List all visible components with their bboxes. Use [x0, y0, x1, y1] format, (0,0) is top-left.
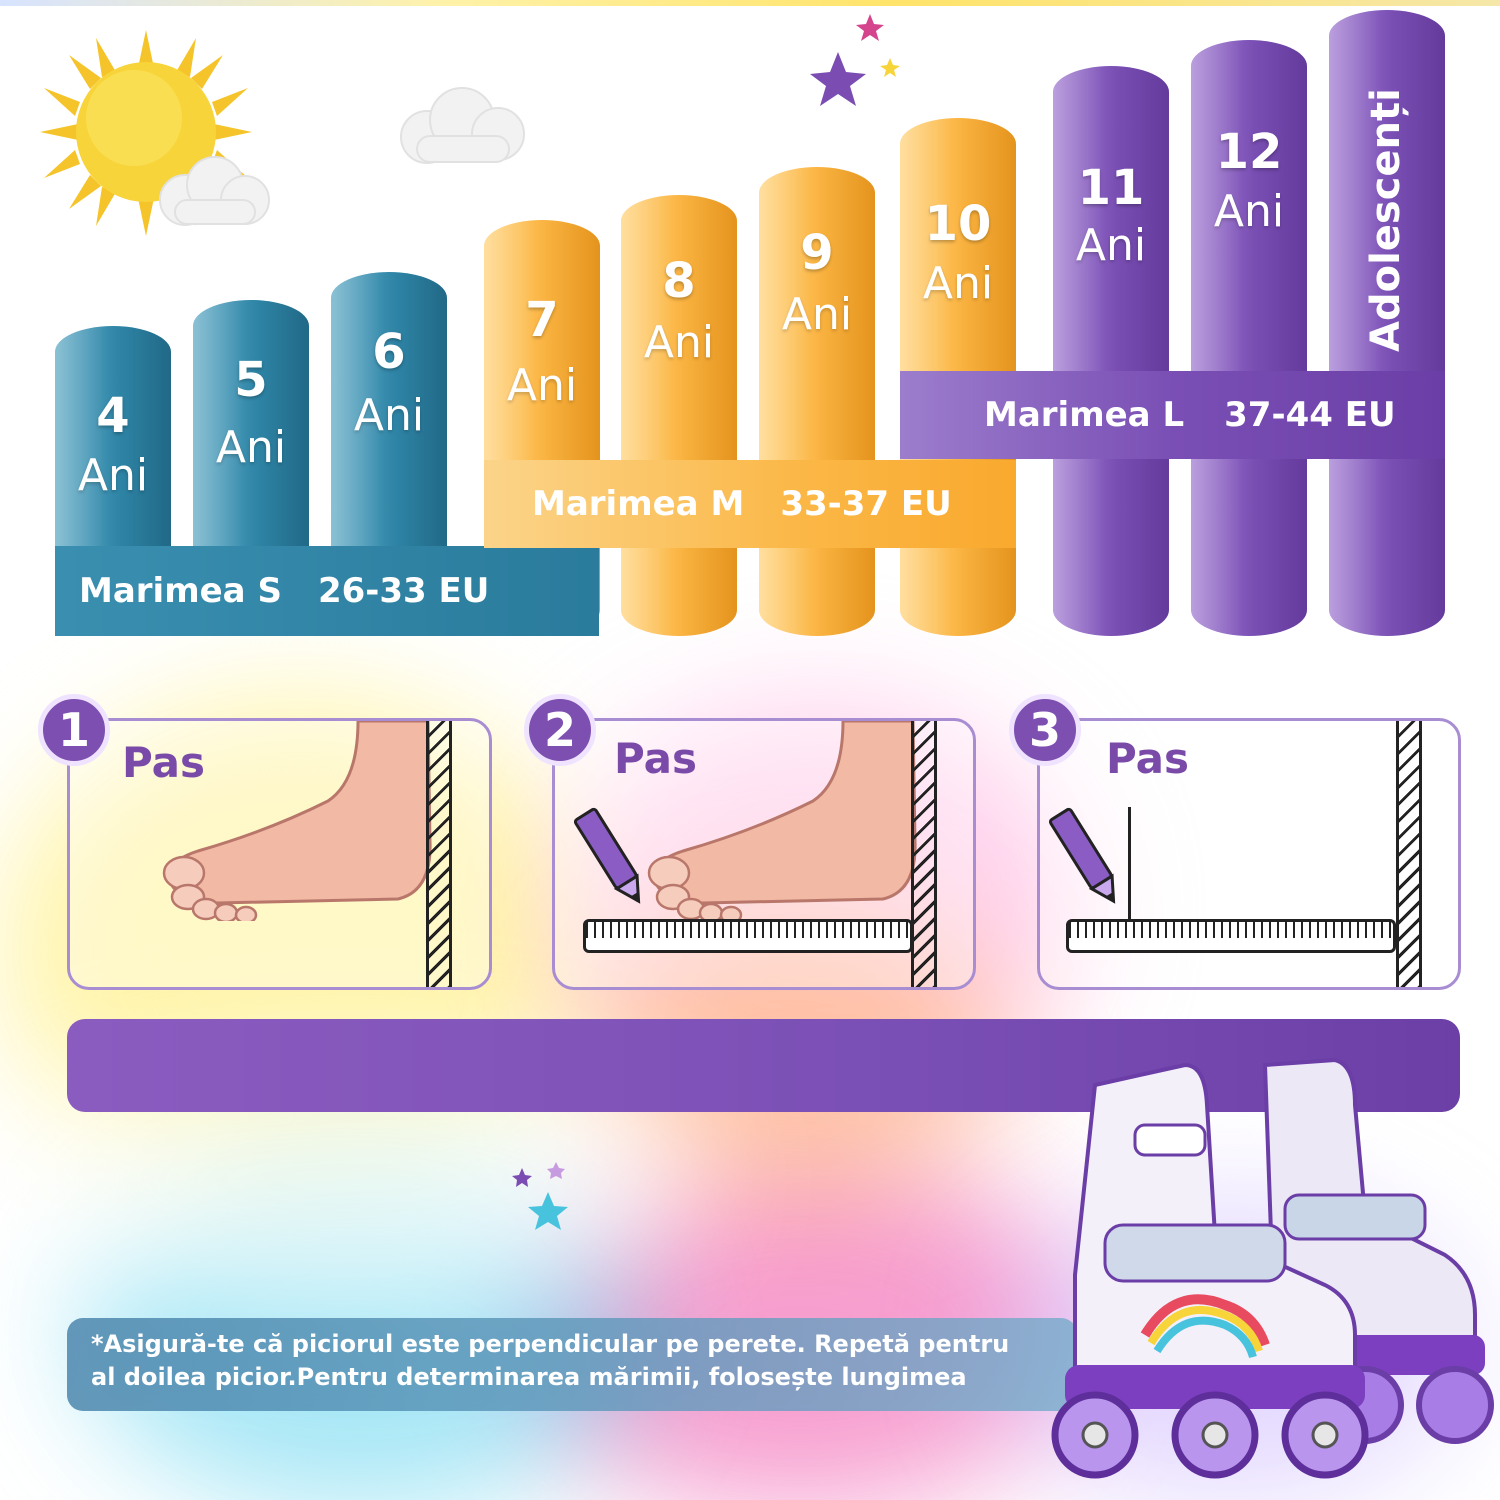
step-3-badge: 3 [1009, 694, 1081, 766]
age-number: 5 [234, 352, 268, 408]
age-number: 4 [96, 388, 130, 444]
size-band-l: Marimea L 37-44 EU [900, 371, 1445, 459]
top-accent-line [0, 0, 1500, 6]
column-shine [621, 195, 737, 636]
stars-icon [810, 14, 900, 106]
column-shine [759, 167, 875, 636]
wall-icon [426, 721, 452, 987]
wall-icon [1396, 721, 1422, 987]
foot-icon [162, 721, 432, 921]
stars-icon [512, 1162, 568, 1230]
age-label: Ani [781, 289, 853, 340]
foot-icon [647, 721, 917, 921]
age-number: 6 [372, 324, 406, 380]
size-name: Marimea L [984, 395, 1185, 435]
age-number: 7 [525, 292, 559, 348]
size-range: 26-33 EU [317, 571, 490, 611]
pencil-icon [573, 807, 641, 904]
age-label: Ani [1213, 186, 1285, 237]
measurement-note: *Asigură-te că piciorul este perpendicul… [67, 1318, 1077, 1411]
age-column-teen: Adolescenți [1329, 10, 1445, 636]
size-name: Marimea S [79, 571, 282, 611]
step-1-label: Pas [122, 738, 205, 787]
column-shine [1053, 66, 1169, 636]
step-2-panel [552, 718, 976, 990]
step-3-label: Pas [1106, 734, 1189, 783]
step-2-label: Pas [614, 734, 697, 783]
ruler-icon [583, 919, 913, 953]
age-number: 8 [662, 253, 696, 309]
age-number: 9 [800, 225, 834, 281]
column-shine [1191, 40, 1307, 636]
length-mark [1128, 807, 1131, 919]
age-label: Ani [215, 422, 287, 473]
age-label: Ani [643, 317, 715, 368]
age-column-11: 11 Ani [1053, 66, 1169, 636]
pencil-icon [1048, 807, 1116, 904]
purple-banner [67, 1019, 1460, 1112]
note-line-1: *Asigură-te că piciorul este perpendicul… [91, 1330, 1010, 1358]
age-label: Ani [1075, 220, 1147, 271]
ruler-icon [1066, 919, 1396, 953]
teen-label: Adolescenți [1363, 88, 1409, 352]
cloud-icon [159, 156, 270, 226]
step-2-badge: 2 [524, 694, 596, 766]
age-number: 10 [924, 196, 992, 252]
note-line-2: al doilea picior.Pentru determinarea măr… [91, 1363, 967, 1391]
age-column-12: 12 Ani [1191, 40, 1307, 636]
step-1-badge: 1 [38, 694, 110, 766]
size-range: 33-37 EU [780, 484, 952, 524]
wall-icon [911, 721, 937, 987]
cloud-icon [400, 87, 525, 164]
step-1-panel [67, 718, 492, 990]
age-column-8: 8 Ani [621, 195, 737, 636]
age-label: Ani [506, 360, 578, 411]
age-number: 11 [1077, 160, 1145, 216]
roller-skates-image [1051, 1057, 1494, 1479]
age-label: Ani [922, 258, 994, 309]
size-band-s: Marimea S 26-33 EU [55, 546, 599, 636]
age-column-9: 9 Ani [759, 167, 875, 636]
size-band-m: Marimea M 33-37 EU [484, 460, 1016, 548]
age-label: Ani [77, 450, 149, 501]
step-3-panel [1037, 718, 1461, 990]
size-name: Marimea M [532, 484, 745, 524]
size-range: 37-44 EU [1224, 395, 1396, 435]
age-label: Ani [353, 390, 425, 441]
column-shine [1329, 10, 1445, 636]
age-number: 12 [1215, 124, 1283, 180]
